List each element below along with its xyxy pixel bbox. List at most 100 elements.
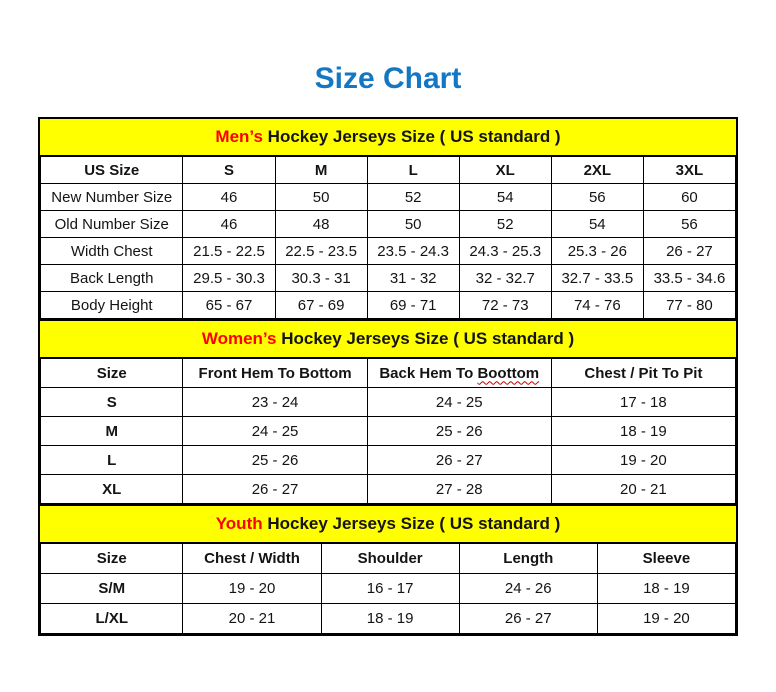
- mens-column-header: XL: [458, 156, 552, 184]
- mens-value-cell: 54: [550, 210, 644, 238]
- youth-row-label: L/XL: [39, 603, 184, 634]
- youth-value-cell: 19 - 20: [182, 573, 322, 604]
- womens-value-cell: 25 - 26: [182, 445, 368, 475]
- womens-value-cell: 23 - 24: [182, 387, 368, 417]
- youth-column-header: Length: [458, 543, 598, 574]
- youth-row-label: S/M: [39, 573, 184, 604]
- youth-section-highlight: Youth: [215, 514, 263, 533]
- mens-table-row: Back Length 29.5 - 30.3 30.3 - 31 31 - 32 32…: [39, 264, 737, 292]
- youth-value-cell: 18 - 19: [596, 573, 737, 604]
- womens-column-header: Back Hem To Boottom: [366, 358, 552, 388]
- youth-column-header: Chest / Width: [182, 543, 322, 574]
- youth-section-title: Hockey Jerseys Size ( US standard ): [262, 514, 561, 533]
- womens-row-label: S: [39, 387, 184, 417]
- mens-row-label: Width Chest: [39, 237, 184, 265]
- mens-row-label: New Number Size: [39, 183, 184, 211]
- womens-value-cell: 26 - 27: [366, 445, 552, 475]
- youth-body: S/M 19 - 20 16 - 17 24 - 26 18 - 19 L/XL 20 - …: [39, 573, 737, 634]
- youth-value-cell: 26 - 27: [458, 603, 598, 634]
- womens-value-cell: 18 - 19: [550, 416, 737, 446]
- womens-value-cell: 24 - 25: [366, 387, 552, 417]
- misspelled-word: Boottom: [477, 364, 540, 382]
- mens-column-header: 2XL: [550, 156, 644, 184]
- mens-value-cell: 26 - 27: [642, 237, 737, 265]
- womens-value-cell: 27 - 28: [366, 474, 552, 504]
- mens-value-cell: 60: [642, 183, 737, 211]
- mens-column-header: US Size: [39, 156, 184, 184]
- mens-column-header: L: [366, 156, 460, 184]
- mens-value-cell: 33.5 - 34.6: [642, 264, 737, 292]
- womens-column-header: Front Hem To Bottom: [182, 358, 368, 388]
- mens-value-cell: 21.5 - 22.5: [182, 237, 276, 265]
- page-title: Size Chart: [314, 62, 462, 95]
- mens-section-header: Men’s Hockey Jerseys Size ( US standard …: [40, 119, 736, 156]
- mens-column-header: M: [274, 156, 368, 184]
- mens-value-cell: 56: [550, 183, 644, 211]
- mens-value-cell: 65 - 67: [182, 291, 276, 319]
- mens-value-cell: 48: [274, 210, 368, 238]
- mens-value-cell: 25.3 - 26: [550, 237, 644, 265]
- youth-column-header: Shoulder: [320, 543, 460, 574]
- womens-value-cell: 17 - 18: [550, 387, 737, 417]
- youth-value-cell: 19 - 20: [596, 603, 737, 634]
- mens-value-cell: 29.5 - 30.3: [182, 264, 276, 292]
- womens-size-table: Size Front Hem To Bottom Back Hem To Boott…: [39, 358, 737, 504]
- womens-column-header: Size: [39, 358, 184, 388]
- mens-value-cell: 31 - 32: [366, 264, 460, 292]
- mens-value-cell: 46: [182, 210, 276, 238]
- mens-header-row: US Size S M L XL 2XL 3XL: [39, 156, 737, 184]
- mens-table-row: Body Height 65 - 67 67 - 69 69 - 71 72 - 73 7…: [39, 291, 737, 319]
- mens-value-cell: 22.5 - 23.5: [274, 237, 368, 265]
- mens-value-cell: 23.5 - 24.3: [366, 237, 460, 265]
- womens-table-row: M 24 - 25 25 - 26 18 - 19: [39, 416, 737, 446]
- mens-value-cell: 72 - 73: [458, 291, 552, 319]
- womens-header-row: Size Front Hem To Bottom Back Hem To Boott…: [39, 358, 737, 388]
- mens-value-cell: 32 - 32.7: [458, 264, 552, 292]
- mens-value-cell: 77 - 80: [642, 291, 737, 319]
- womens-section-highlight: Women’s: [201, 329, 277, 348]
- mens-value-cell: 54: [458, 183, 552, 211]
- youth-value-cell: 24 - 26: [458, 573, 598, 604]
- mens-value-cell: 74 - 76: [550, 291, 644, 319]
- mens-section-highlight: Men’s: [215, 127, 263, 146]
- womens-value-cell: 26 - 27: [182, 474, 368, 504]
- mens-section-title: Hockey Jerseys Size ( US standard ): [262, 127, 561, 146]
- youth-value-cell: 20 - 21: [182, 603, 322, 634]
- womens-row-label: L: [39, 445, 184, 475]
- mens-value-cell: 46: [182, 183, 276, 211]
- womens-table-row: L 25 - 26 26 - 27 19 - 20: [39, 445, 737, 475]
- mens-column-header: S: [182, 156, 276, 184]
- womens-body: S 23 - 24 24 - 25 17 - 18 M 24 - 25 25 - 26 18 …: [39, 387, 737, 504]
- youth-section-header: Youth Hockey Jerseys Size ( US standard …: [40, 504, 736, 543]
- womens-value-cell: 25 - 26: [366, 416, 552, 446]
- youth-value-cell: 16 - 17: [320, 573, 460, 604]
- mens-table-row: Old Number Size 46 48 50 52 54 56: [39, 210, 737, 238]
- womens-table-row: S 23 - 24 24 - 25 17 - 18: [39, 387, 737, 417]
- youth-table-row: L/XL 20 - 21 18 - 19 26 - 27 19 - 20: [39, 603, 737, 634]
- womens-value-cell: 19 - 20: [550, 445, 737, 475]
- womens-column-header: Chest / Pit To Pit: [550, 358, 737, 388]
- womens-value-cell: 20 - 21: [550, 474, 737, 504]
- mens-table-row: New Number Size 46 50 52 54 56 60: [39, 183, 737, 211]
- womens-value-cell: 24 - 25: [182, 416, 368, 446]
- womens-row-label: XL: [39, 474, 184, 504]
- mens-value-cell: 52: [458, 210, 552, 238]
- mens-value-cell: 32.7 - 33.5: [550, 264, 644, 292]
- mens-row-label: Body Height: [39, 291, 184, 319]
- womens-table-row: XL 26 - 27 27 - 28 20 - 21: [39, 474, 737, 504]
- youth-header-row: Size Chest / Width Shoulder Length Sleeve: [39, 543, 737, 574]
- mens-value-cell: 24.3 - 25.3: [458, 237, 552, 265]
- mens-size-table: US Size S M L XL 2XL 3XL New Number Size 46 50 52…: [39, 156, 737, 319]
- youth-column-header: Sleeve: [596, 543, 737, 574]
- mens-value-cell: 50: [274, 183, 368, 211]
- mens-row-label: Back Length: [39, 264, 184, 292]
- youth-table-row: S/M 19 - 20 16 - 17 24 - 26 18 - 19: [39, 573, 737, 604]
- mens-column-header: 3XL: [642, 156, 737, 184]
- mens-body: New Number Size 46 50 52 54 56 60 Old Number Si…: [39, 183, 737, 319]
- mens-value-cell: 30.3 - 31: [274, 264, 368, 292]
- mens-value-cell: 50: [366, 210, 460, 238]
- youth-value-cell: 18 - 19: [320, 603, 460, 634]
- womens-row-label: M: [39, 416, 184, 446]
- womens-section-header: Women’s Hockey Jerseys Size ( US standar…: [40, 319, 736, 358]
- size-chart: Men’s Hockey Jerseys Size ( US standard …: [38, 117, 738, 636]
